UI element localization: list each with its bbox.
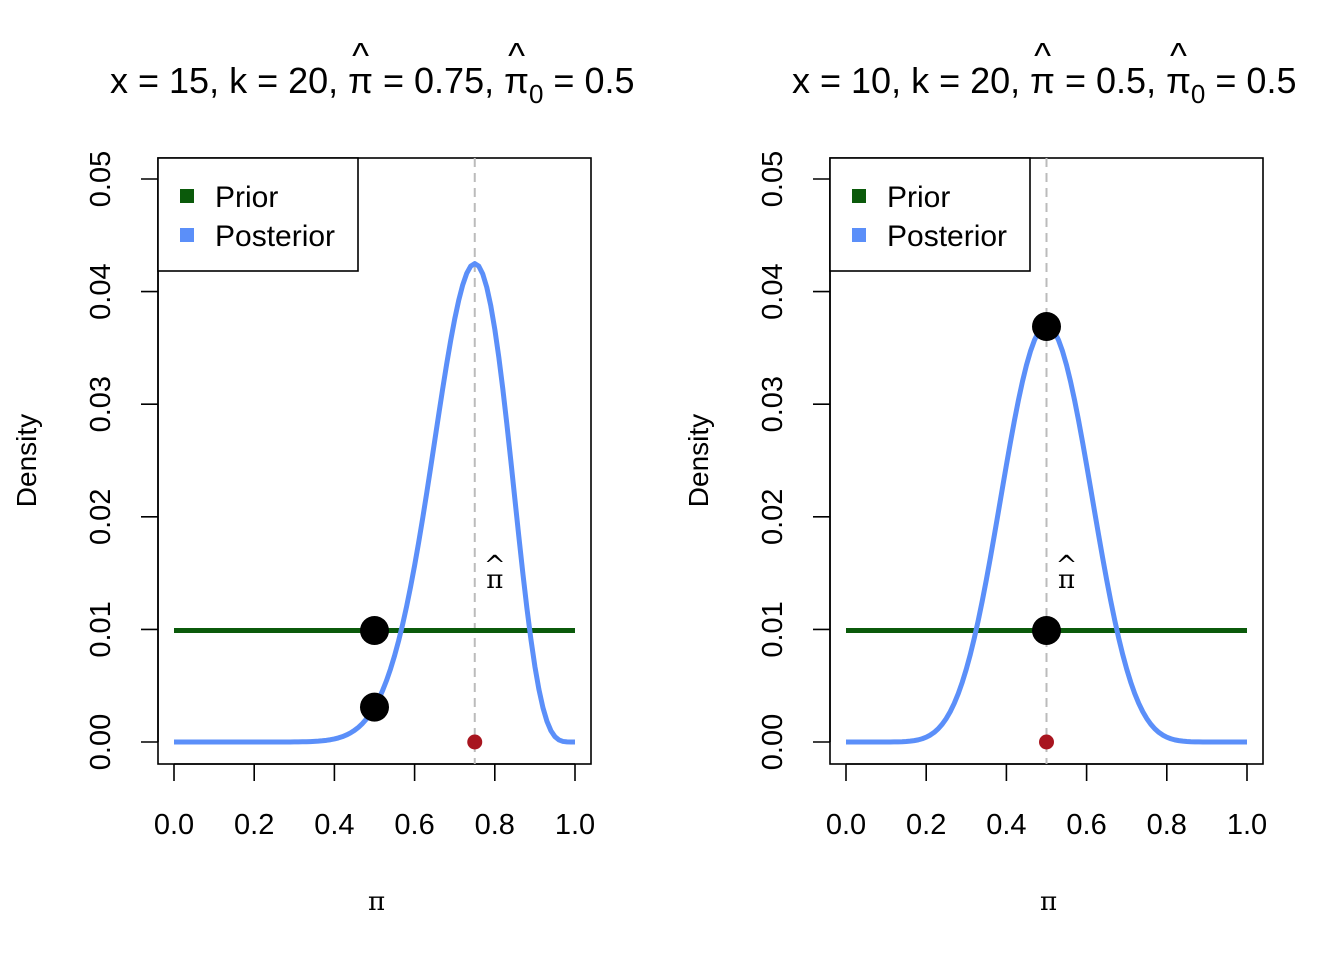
legend-frame bbox=[829, 157, 1031, 272]
legend-label-prior: Prior bbox=[215, 181, 278, 214]
x-tick-label: 0.0 bbox=[826, 809, 866, 841]
x-tick-label: 0.6 bbox=[1066, 809, 1106, 841]
x-axis-label: π bbox=[368, 887, 385, 917]
chart-title: x = 10, k = 20, π = 0.5, π0 = 0.5 bbox=[792, 60, 1296, 109]
title-part-mid: = 0.75, bbox=[373, 60, 504, 101]
legend-label-prior: Prior bbox=[887, 181, 950, 214]
density-point bbox=[1032, 312, 1061, 342]
title-part-pre: x = 15, k = 20, bbox=[110, 60, 348, 101]
legend: Prior Posterior bbox=[829, 157, 1031, 272]
panel-1: x = 15, k = 20, π = 0.75, π0 = 0.5^ ^0.0 0… bbox=[11, 35, 635, 917]
legend: Prior Posterior bbox=[157, 157, 359, 272]
x-tick-label: 0.4 bbox=[314, 809, 354, 841]
x-tick-label: 1.0 bbox=[1227, 809, 1267, 841]
y-tick-label: 0.05 bbox=[85, 151, 117, 207]
estimate-point bbox=[467, 734, 483, 750]
title-part-pihat_sym: π bbox=[1030, 60, 1055, 101]
title-part-pihat0_sym: π bbox=[1166, 60, 1191, 101]
estimate-vline-label: π bbox=[486, 565, 503, 595]
title-part-post: = 0.5 bbox=[543, 60, 634, 101]
y-tick-label: 0.03 bbox=[85, 376, 117, 432]
estimate-vline-hat: ^ bbox=[1056, 551, 1078, 581]
density-point bbox=[360, 616, 389, 646]
x-tick-label: 0.8 bbox=[475, 809, 515, 841]
y-tick-label: 0.00 bbox=[85, 714, 117, 770]
y-tick-label: 0.05 bbox=[757, 151, 789, 207]
y-tick-label: 0.01 bbox=[85, 601, 117, 657]
title-part-sub: 0 bbox=[529, 79, 543, 109]
estimate-point bbox=[1039, 734, 1054, 750]
chart-title: x = 15, k = 20, π = 0.75, π0 = 0.5 bbox=[110, 60, 635, 109]
legend-swatch-posterior bbox=[180, 228, 194, 242]
title-part-mid: = 0.5, bbox=[1055, 60, 1166, 101]
x-tick-label: 1.0 bbox=[555, 809, 595, 841]
y-axis-label: Density bbox=[683, 414, 714, 507]
title-hat-2: ^ bbox=[508, 35, 525, 76]
title-part-sub: 0 bbox=[1191, 79, 1205, 109]
x-axis-label: π bbox=[1040, 887, 1057, 917]
y-tick-label: 0.02 bbox=[85, 489, 117, 545]
x-tick-label: 0.6 bbox=[394, 809, 434, 841]
x-tick-label: 0.0 bbox=[154, 809, 194, 841]
panel-2: x = 10, k = 20, π = 0.5, π0 = 0.5^ ^0.0 0.… bbox=[683, 35, 1296, 917]
legend-label-posterior: Posterior bbox=[215, 220, 335, 253]
legend-swatch-prior bbox=[852, 189, 866, 203]
x-tick-label: 0.2 bbox=[906, 809, 946, 841]
estimate-vline-hat: ^ bbox=[484, 551, 506, 581]
title-hat-1: ^ bbox=[1034, 35, 1051, 76]
x-tick-label: 0.4 bbox=[986, 809, 1026, 841]
x-tick-label: 0.8 bbox=[1147, 809, 1187, 841]
legend-swatch-posterior bbox=[852, 228, 866, 242]
x-tick-label: 0.2 bbox=[234, 809, 274, 841]
y-tick-label: 0.04 bbox=[757, 263, 789, 319]
title-part-pihat_sym: π bbox=[348, 60, 373, 101]
series-posterior-line bbox=[174, 261, 575, 745]
density-point bbox=[360, 692, 389, 722]
title-part-pihat0_sym: π bbox=[504, 60, 529, 101]
title-hat-1: ^ bbox=[352, 35, 369, 76]
y-tick-label: 0.01 bbox=[757, 601, 789, 657]
density-point bbox=[1032, 616, 1061, 646]
y-tick-label: 0.03 bbox=[757, 376, 789, 432]
title-part-pre: x = 10, k = 20, bbox=[792, 60, 1030, 101]
title-hat-2: ^ bbox=[1170, 35, 1187, 76]
y-axis-label: Density bbox=[11, 414, 42, 507]
legend-swatch-prior bbox=[180, 189, 194, 203]
legend-label-posterior: Posterior bbox=[887, 220, 1007, 253]
estimate-vline-label: π bbox=[1058, 565, 1075, 595]
legend-frame bbox=[157, 157, 359, 272]
title-part-post: = 0.5 bbox=[1205, 60, 1296, 101]
y-tick-label: 0.02 bbox=[757, 489, 789, 545]
y-tick-label: 0.04 bbox=[85, 263, 117, 319]
y-tick-label: 0.00 bbox=[757, 714, 789, 770]
